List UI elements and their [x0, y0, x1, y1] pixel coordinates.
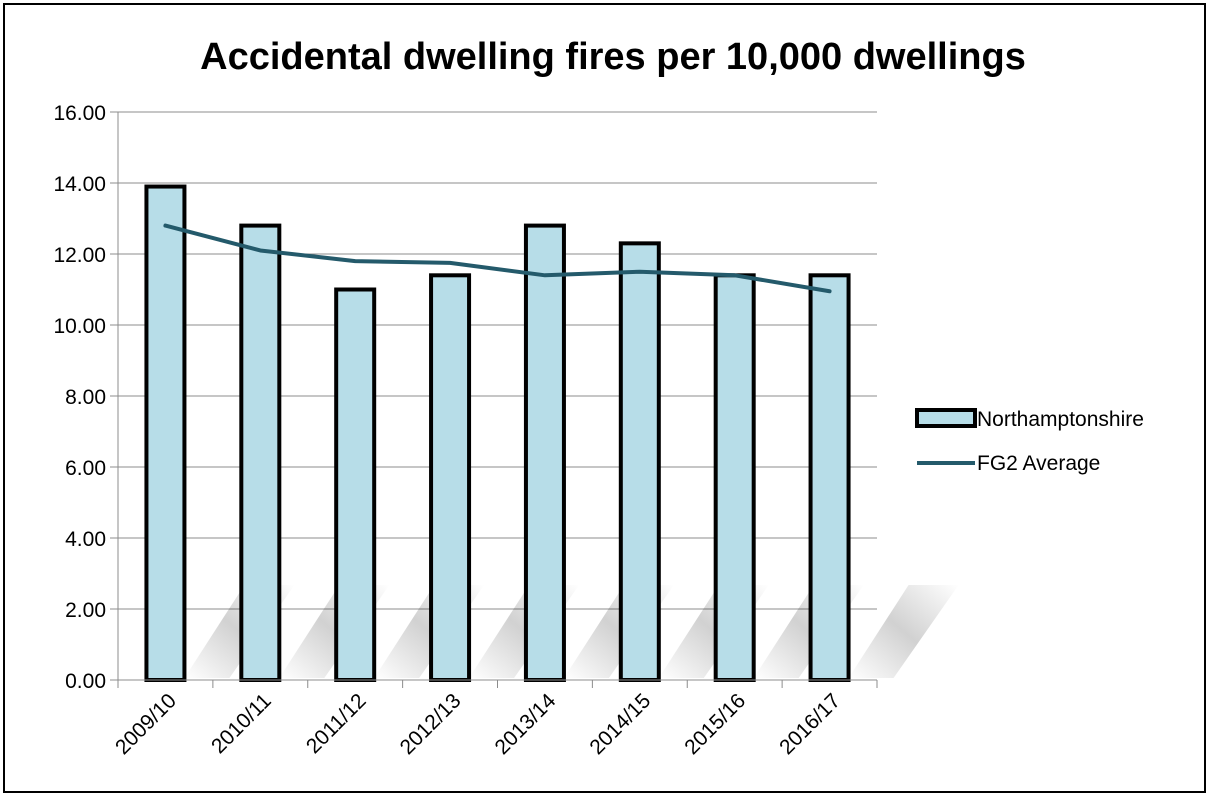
y-tick-label: 4.00 [65, 528, 106, 551]
axes [110, 111, 878, 688]
x-tick-label: 2011/12 [302, 689, 371, 758]
bar-2014-15 [618, 241, 661, 682]
y-tick-label: 0.00 [65, 670, 106, 693]
y-tick-label: 14.00 [53, 173, 106, 196]
chart-title: Accidental dwelling fires per 10,000 dwe… [200, 36, 1026, 78]
bar-2013-14 [523, 223, 566, 682]
bar-2012-13 [429, 273, 472, 682]
y-tick-label: 8.00 [65, 386, 106, 409]
y-tick-label: 6.00 [65, 457, 106, 480]
x-tick-label: 2016/17 [775, 689, 845, 759]
legend-swatch-northamptonshire [915, 408, 977, 428]
y-tick-label: 16.00 [53, 102, 106, 125]
x-tick-labels: 2009/10 2010/11 2011/12 2012/13 2013/14 2014/… [111, 689, 845, 759]
fg2-average-line [163, 223, 832, 294]
y-tick-label: 10.00 [53, 315, 106, 338]
bar-2016-17 [808, 273, 851, 682]
bar-2009-10 [144, 184, 187, 683]
x-tick-label: 2013/14 [491, 689, 561, 759]
bar-2015-16 [713, 273, 756, 682]
y-tick-label: 2.00 [65, 599, 106, 622]
y-tick-label: 12.00 [53, 244, 106, 267]
x-tick-label: 2012/13 [396, 689, 466, 759]
bar-2010-11 [239, 223, 282, 682]
average-line [163, 223, 832, 294]
bar-2011-12 [334, 287, 377, 682]
bar-shadow [848, 585, 959, 678]
x-tick-label: 2010/11 [207, 689, 276, 758]
x-tick-label: 2009/10 [111, 689, 181, 759]
legend-label-fg2-average: FG2 Average [977, 452, 1100, 475]
y-tick-labels: 0.00 2.00 4.00 6.00 8.00 10.00 12.00 16.00 14.00 [53, 102, 106, 693]
x-tick-label: 2015/16 [680, 689, 750, 759]
legend: Northamptonshire FG2 Average [915, 408, 1144, 475]
chart-svg: Accidental dwelling fires per 10,000 dwe… [53, 36, 1144, 759]
chart-frame: Accidental dwelling fires per 10,000 dwe… [3, 3, 1206, 793]
gridlines [118, 111, 877, 610]
x-tick-label: 2014/15 [585, 689, 655, 759]
legend-label-northamptonshire: Northamptonshire [977, 408, 1144, 431]
bars [144, 184, 851, 683]
